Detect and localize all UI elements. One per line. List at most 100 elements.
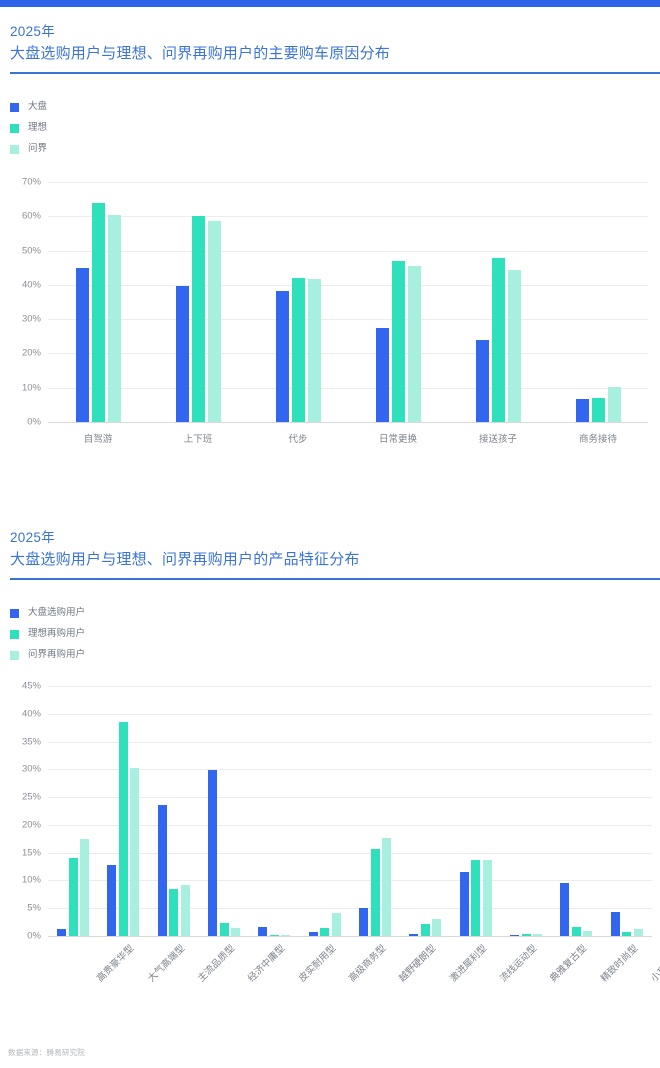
section2-chart: 0% 5% 10% 15% 20% 25% 30% 35% 40% 45% 高贵豪华型 大气高端型 主流… xyxy=(0,680,660,1010)
bar[interactable] xyxy=(359,908,369,936)
bar[interactable] xyxy=(607,387,621,422)
section2-title-block: 2025年 大盘选购用户与理想、问界再购用户的产品特征分布 xyxy=(0,528,660,580)
bar[interactable] xyxy=(575,398,589,422)
bar[interactable] xyxy=(633,929,643,936)
bar[interactable] xyxy=(169,888,179,936)
bar[interactable] xyxy=(571,927,581,936)
gridline xyxy=(48,880,652,882)
legend-item[interactable]: 问界再购用户 xyxy=(10,648,660,662)
bar[interactable] xyxy=(459,871,469,936)
y-axis-tick-label: 30% xyxy=(21,763,41,775)
gridline xyxy=(48,741,652,743)
bar[interactable] xyxy=(622,932,632,936)
bar[interactable] xyxy=(269,934,279,936)
bar[interactable] xyxy=(391,260,405,422)
bar[interactable] xyxy=(175,286,189,422)
bar[interactable] xyxy=(375,328,389,422)
bar[interactable] xyxy=(307,278,321,422)
legend-swatch-icon xyxy=(10,650,19,660)
legend-item[interactable]: 理想再购用户 xyxy=(10,627,660,641)
section2-title: 大盘选购用户与理想、问界再购用户的产品特征分布 xyxy=(10,551,360,568)
bar-group xyxy=(48,182,148,422)
bar[interactable] xyxy=(191,215,205,422)
legend-swatch-icon xyxy=(10,123,19,133)
bar[interactable] xyxy=(370,849,380,936)
bar-group xyxy=(448,182,548,422)
bar-group xyxy=(249,686,299,936)
x-axis-tick-label: 接送孩子 xyxy=(478,434,518,445)
legend-swatch-icon xyxy=(10,629,19,639)
y-axis-tick-label: 20% xyxy=(21,347,41,359)
bar[interactable] xyxy=(432,919,442,936)
legend-item[interactable]: 大盘选购用户 xyxy=(10,606,660,620)
legend-label: 理想再购用户 xyxy=(28,628,86,639)
bar[interactable] xyxy=(331,912,341,936)
bar[interactable] xyxy=(475,340,489,422)
bar[interactable] xyxy=(420,923,430,936)
legend-label: 大盘 xyxy=(28,101,48,112)
bar[interactable] xyxy=(482,859,492,936)
y-axis-tick-label: 25% xyxy=(21,791,41,803)
gridline xyxy=(48,182,648,183)
section1-title-rule xyxy=(10,72,660,74)
legend-item[interactable]: 理想 xyxy=(10,121,660,135)
bar[interactable] xyxy=(157,805,167,936)
y-axis-tick-label: 70% xyxy=(21,176,41,188)
bar[interactable] xyxy=(258,927,268,936)
bar[interactable] xyxy=(57,929,67,936)
bar[interactable] xyxy=(107,215,121,422)
section2-year: 2025年 xyxy=(10,530,56,545)
legend-item[interactable]: 大盘 xyxy=(10,100,660,114)
bar[interactable] xyxy=(91,202,105,422)
gridline xyxy=(48,250,648,252)
section1-title-block: 2025年 大盘选购用户与理想、问界再购用户的主要购车原因分布 xyxy=(0,22,660,74)
bar[interactable] xyxy=(208,770,218,936)
bar[interactable] xyxy=(219,922,229,936)
bar[interactable] xyxy=(231,927,241,936)
bar[interactable] xyxy=(610,911,620,936)
legend-item[interactable]: 问界 xyxy=(10,142,660,156)
bar[interactable] xyxy=(320,927,330,936)
legend-label: 问界再购用户 xyxy=(28,649,86,660)
bar-group xyxy=(98,686,148,936)
bar-group xyxy=(400,686,450,936)
bar[interactable] xyxy=(281,934,291,936)
bar[interactable] xyxy=(560,883,570,936)
bar[interactable] xyxy=(75,267,89,422)
bar[interactable] xyxy=(68,857,78,936)
source-footnote: 数据来源：腾易研究院 xyxy=(8,1048,85,1057)
bar[interactable] xyxy=(409,934,419,936)
bar[interactable] xyxy=(207,221,221,422)
bar[interactable] xyxy=(382,837,392,936)
y-axis-tick-label: 10% xyxy=(21,874,41,886)
bar[interactable] xyxy=(80,839,90,936)
bar[interactable] xyxy=(591,398,605,422)
gridline xyxy=(48,216,648,218)
bar-group xyxy=(48,686,98,936)
bar[interactable] xyxy=(471,859,481,936)
bar[interactable] xyxy=(521,934,531,936)
bar[interactable] xyxy=(533,934,543,936)
top-accent-bar xyxy=(0,0,660,7)
bar[interactable] xyxy=(130,767,140,936)
bar[interactable] xyxy=(275,291,289,422)
section-product-features: 2025年 大盘选购用户与理想、问界再购用户的产品特征分布 大盘选购用户 理想再购… xyxy=(0,528,660,1010)
x-axis-tick-label: 上下班 xyxy=(183,434,213,445)
bar[interactable] xyxy=(583,931,593,936)
bar-group xyxy=(548,182,648,422)
x-axis-tick-label: 流线运动型 xyxy=(497,943,540,985)
x-axis-tick-label: 大气高端型 xyxy=(145,943,187,985)
legend-label: 大盘选购用户 xyxy=(28,607,86,618)
bar[interactable] xyxy=(308,932,318,936)
bar[interactable] xyxy=(407,266,421,422)
bar[interactable] xyxy=(507,270,521,422)
bar[interactable] xyxy=(291,278,305,422)
bar[interactable] xyxy=(107,864,117,936)
bar[interactable] xyxy=(491,258,505,422)
y-axis-tick-label: 15% xyxy=(21,847,41,859)
bar[interactable] xyxy=(180,885,190,936)
bar[interactable] xyxy=(510,934,520,936)
bar[interactable] xyxy=(118,721,128,936)
x-axis-tick-label: 商务接待 xyxy=(578,434,618,445)
